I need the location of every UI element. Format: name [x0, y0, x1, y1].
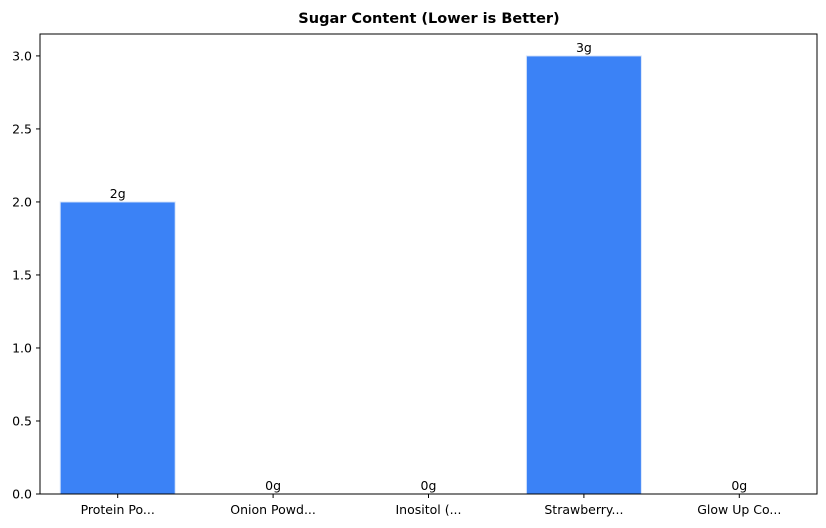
x-tick-label: Glow Up Co... — [697, 502, 781, 517]
bar — [525, 55, 642, 495]
data-label: 3g — [576, 40, 592, 55]
data-label: 2g — [110, 186, 126, 201]
x-tick-label: Inositol (... — [395, 502, 461, 517]
data-labels-group: 2g 0g 0g 3g 0g — [110, 40, 747, 493]
y-tick-label: 2.5 — [12, 121, 32, 136]
x-tick-label: Strawberry... — [544, 502, 623, 517]
data-label: 0g — [731, 478, 747, 493]
y-axis: 0.0 0.5 1.0 1.5 2.0 2.5 3.0 — [12, 48, 40, 502]
x-tick-label: Onion Powd... — [230, 502, 316, 517]
y-tick-label: 3.0 — [12, 48, 32, 63]
chart-title: Sugar Content (Lower is Better) — [298, 11, 559, 27]
y-tick-label: 1.5 — [12, 267, 32, 282]
plot-frame — [39, 33, 818, 495]
bar — [59, 201, 176, 495]
y-tick-label: 1.0 — [12, 340, 32, 355]
y-tick-label: 0.0 — [12, 487, 32, 502]
bars-group — [59, 55, 642, 495]
x-axis: Protein Po... Onion Powd... Inositol (... S… — [81, 494, 781, 517]
y-tick-label: 2.0 — [12, 194, 32, 209]
data-label: 0g — [265, 478, 281, 493]
data-label: 0g — [421, 478, 437, 493]
y-tick-label: 0.5 — [12, 413, 32, 428]
x-tick-label: Protein Po... — [81, 502, 155, 517]
